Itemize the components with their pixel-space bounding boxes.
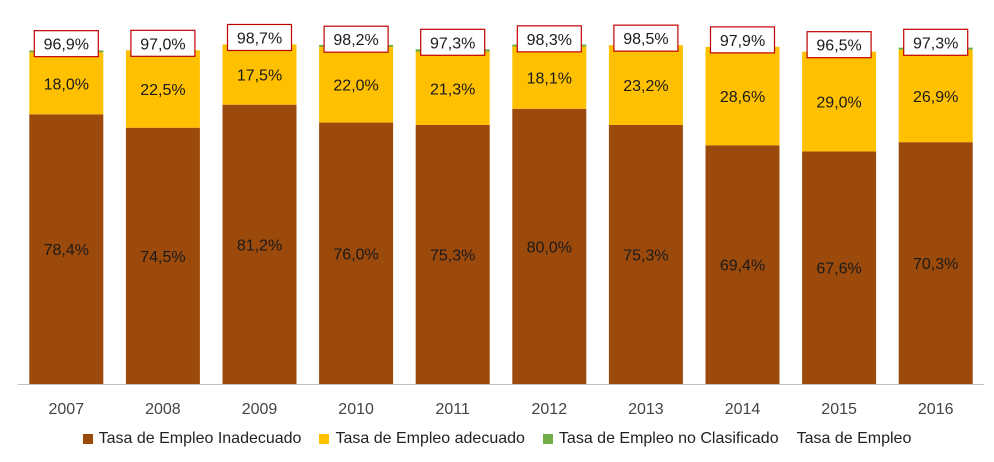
data-label-adecuado-2014: 28,6% bbox=[720, 89, 765, 106]
bar-segment-adecuado-2014 bbox=[705, 46, 780, 146]
x-tick-label-2007: 2007 bbox=[49, 401, 85, 418]
bar-segment-inadecuado-2008 bbox=[125, 127, 200, 384]
total-label-2007: 96,9% bbox=[44, 37, 89, 54]
data-label-inadecuado-2009: 81,2% bbox=[237, 237, 282, 254]
data-label-inadecuado-2013: 75,3% bbox=[623, 247, 668, 264]
bar-segment-adecuado-2009 bbox=[222, 44, 297, 105]
legend-item-no-clasificado: Tasa de Empleo no Clasificado bbox=[542, 430, 779, 448]
legend-swatch-inadecuado bbox=[82, 434, 93, 444]
legend: Tasa de Empleo Inadecuado Tasa de Empleo… bbox=[0, 424, 994, 454]
x-tick-label-2011: 2011 bbox=[435, 401, 470, 418]
data-label-inadecuado-2011: 75,3% bbox=[430, 247, 475, 264]
bar-segment-adecuado-2010 bbox=[319, 46, 394, 123]
x-tick-label-2014: 2014 bbox=[725, 401, 761, 418]
legend-item-inadecuado: Tasa de Empleo Inadecuado bbox=[82, 430, 302, 448]
total-label-2010: 98,2% bbox=[333, 32, 378, 49]
bar-segment-adecuado-2016 bbox=[898, 49, 973, 143]
x-tick-label-2016: 2016 bbox=[918, 401, 954, 418]
x-tick-label-2012: 2012 bbox=[532, 401, 568, 418]
data-label-adecuado-2011: 21,3% bbox=[430, 81, 475, 98]
legend-swatch-adecuado bbox=[319, 434, 330, 444]
bar-segment-adecuado-2011 bbox=[415, 51, 490, 125]
data-label-inadecuado-2014: 69,4% bbox=[720, 258, 765, 275]
data-label-adecuado-2016: 26,9% bbox=[913, 89, 958, 106]
data-label-adecuado-2010: 22,0% bbox=[333, 78, 378, 95]
total-label-box-2013 bbox=[613, 24, 679, 52]
legend-label-tasa-empleo: Tasa de Empleo bbox=[796, 430, 912, 447]
total-label-2013: 98,5% bbox=[623, 31, 668, 48]
bar-segment-adecuado-2013 bbox=[608, 45, 683, 125]
total-label-box-2014 bbox=[709, 26, 776, 54]
total-label-2011: 97,3% bbox=[430, 35, 475, 52]
total-label-2008: 97,0% bbox=[140, 36, 185, 53]
data-label-adecuado-2013: 23,2% bbox=[623, 78, 668, 95]
total-label-2016: 97,3% bbox=[913, 35, 958, 52]
x-tick-label-2010: 2010 bbox=[338, 401, 374, 418]
legend-item-adecuado: Tasa de Empleo adecuado bbox=[319, 430, 525, 448]
total-label-2014: 97,9% bbox=[720, 33, 765, 50]
bar-segment-adecuado-2007 bbox=[29, 52, 104, 115]
data-label-inadecuado-2008: 74,5% bbox=[140, 249, 185, 266]
bar-segment-inadecuado-2007 bbox=[29, 114, 104, 384]
total-label-box-2007 bbox=[33, 30, 99, 58]
bar-segment-inadecuado-2010 bbox=[319, 122, 394, 384]
data-label-adecuado-2007: 18,0% bbox=[44, 76, 89, 93]
data-label-inadecuado-2010: 76,0% bbox=[333, 246, 378, 263]
legend-label-inadecuado: Tasa de Empleo Inadecuado bbox=[98, 430, 302, 447]
x-tick-label-2013: 2013 bbox=[628, 401, 664, 418]
total-label-box-2010 bbox=[323, 25, 389, 53]
bar-segment-inadecuado-2016 bbox=[898, 142, 973, 384]
data-label-inadecuado-2015: 67,6% bbox=[816, 261, 861, 278]
total-label-box-2012 bbox=[516, 25, 582, 53]
total-label-box-2008 bbox=[130, 29, 196, 57]
stacked-bar-chart: 78,4% 18,0% 96,9% 2007 74,5% 22,5% 97,0% 2008 81… bbox=[18, 23, 984, 418]
total-label-box-2015 bbox=[806, 31, 872, 59]
total-label-2015: 96,5% bbox=[816, 38, 861, 55]
data-label-adecuado-2009: 17,5% bbox=[237, 68, 282, 85]
legend-label-no-clasificado: Tasa de Empleo no Clasificado bbox=[558, 430, 779, 447]
bar-segment-inadecuado-2015 bbox=[802, 151, 877, 384]
bar-segment-inadecuado-2014 bbox=[705, 145, 780, 384]
bar-segment-inadecuado-2009 bbox=[222, 104, 297, 384]
bar-segment-adecuado-2015 bbox=[802, 51, 877, 152]
total-label-box-2009 bbox=[226, 23, 293, 52]
bar-segment-inadecuado-2011 bbox=[415, 124, 490, 384]
legend-item-tasa-empleo: Tasa de Empleo bbox=[797, 430, 912, 448]
bar-segment-adecuado-2012 bbox=[512, 46, 587, 109]
data-label-adecuado-2008: 22,5% bbox=[140, 82, 185, 99]
total-label-box-2011 bbox=[420, 28, 486, 56]
total-label-2012: 98,3% bbox=[527, 32, 572, 49]
total-label-2009: 98,7% bbox=[237, 30, 282, 47]
x-tick-label-2008: 2008 bbox=[145, 401, 181, 418]
data-label-inadecuado-2007: 78,4% bbox=[44, 242, 89, 259]
legend-label-adecuado: Tasa de Empleo adecuado bbox=[335, 430, 525, 447]
x-tick-label-2009: 2009 bbox=[242, 401, 278, 418]
x-tick-label-2015: 2015 bbox=[821, 401, 857, 418]
data-label-adecuado-2015: 29,0% bbox=[816, 95, 861, 112]
bar-segment-inadecuado-2012 bbox=[512, 108, 587, 385]
bar-segment-adecuado-2008 bbox=[125, 50, 200, 128]
legend-swatch-no-clasificado bbox=[542, 434, 553, 444]
data-label-adecuado-2012: 18,1% bbox=[527, 71, 572, 88]
bar-segment-inadecuado-2013 bbox=[608, 124, 683, 384]
total-label-box-2016 bbox=[903, 28, 969, 56]
data-label-inadecuado-2012: 80,0% bbox=[527, 239, 572, 256]
data-label-inadecuado-2016: 70,3% bbox=[913, 256, 958, 273]
